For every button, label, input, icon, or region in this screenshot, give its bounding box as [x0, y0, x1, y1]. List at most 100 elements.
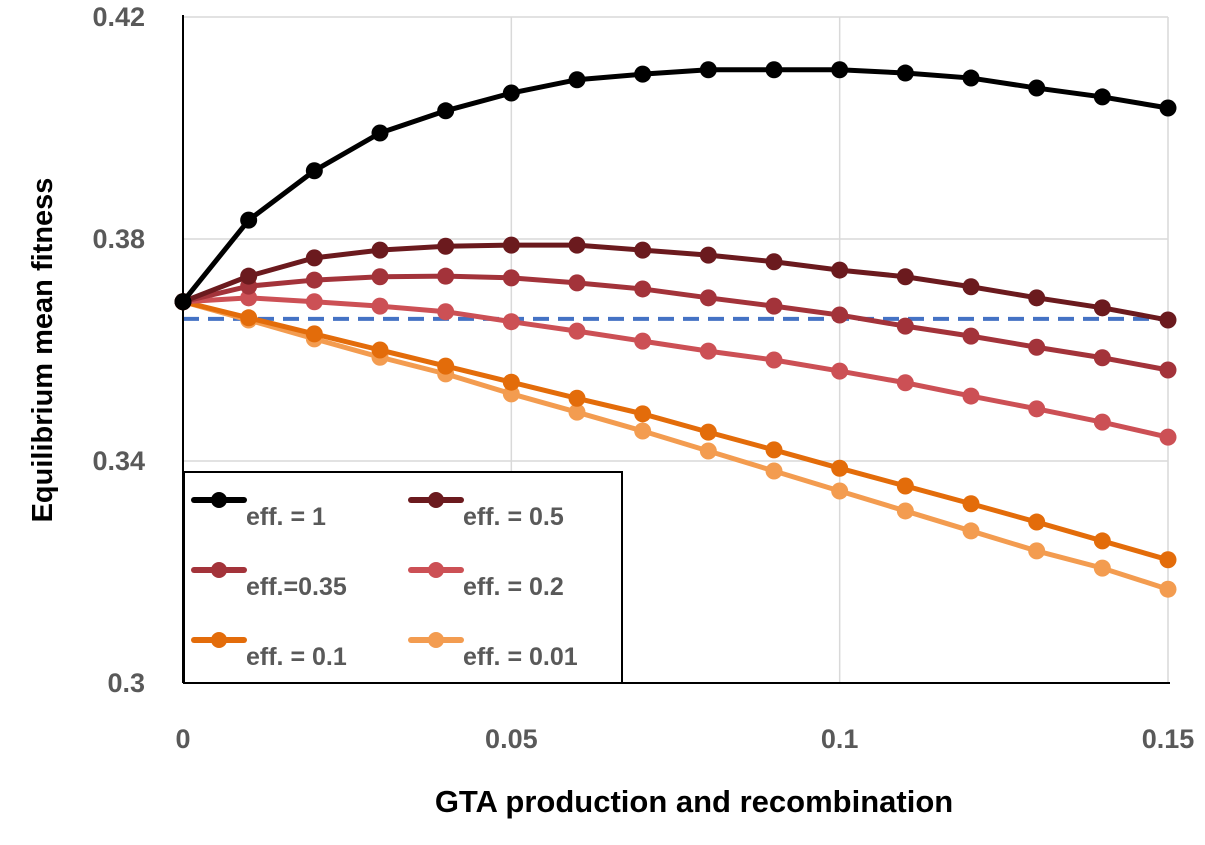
data-point	[962, 327, 980, 345]
data-point	[765, 297, 783, 315]
series-eff-0-1	[174, 293, 1177, 569]
data-point	[568, 322, 586, 340]
data-point	[1028, 289, 1046, 307]
legend-swatch-marker	[211, 632, 227, 648]
series-line	[182, 299, 1169, 592]
data-point	[765, 61, 783, 79]
data-point	[699, 342, 717, 360]
legend: eff. = 1 eff. = 0.5 eff.=0.35 eff. = 0.2 eff…	[183, 471, 623, 684]
data-point	[699, 61, 717, 79]
series-line	[182, 295, 1169, 440]
data-point	[962, 387, 980, 405]
data-point	[1159, 580, 1177, 598]
series-line	[182, 273, 1169, 373]
data-point	[699, 289, 717, 307]
data-point	[1028, 338, 1046, 356]
data-point	[831, 261, 849, 279]
data-point	[437, 267, 455, 285]
y-tick-label: 0.3	[107, 668, 145, 698]
y-tick-label: 0.34	[92, 446, 145, 476]
series-group	[174, 61, 1177, 598]
legend-label: eff. = 1	[246, 503, 326, 531]
data-point	[765, 462, 783, 480]
legend-label: eff. = 0.2	[463, 573, 564, 601]
data-point	[502, 84, 520, 102]
data-point	[437, 357, 455, 375]
data-point	[699, 442, 717, 460]
data-point	[437, 237, 455, 255]
series-eff-1	[174, 61, 1177, 311]
data-point	[305, 325, 323, 343]
data-point	[1159, 551, 1177, 569]
data-point	[634, 280, 652, 298]
data-point	[1159, 361, 1177, 379]
legend-swatch-marker	[428, 562, 444, 578]
data-point	[1093, 559, 1111, 577]
data-point	[831, 306, 849, 324]
data-point	[1093, 532, 1111, 550]
data-point	[765, 351, 783, 369]
tick-labels: 0 0.05 0.1 0.15 0.3 0.34 0.38 0.42	[92, 2, 1194, 754]
data-point	[634, 405, 652, 423]
data-point	[1093, 299, 1111, 317]
series-line	[181, 67, 1169, 304]
data-point	[634, 241, 652, 259]
x-axis-title: GTA production and recombination	[435, 784, 953, 819]
data-point	[437, 102, 455, 120]
data-point	[699, 423, 717, 441]
x-tick-label: 0	[175, 724, 190, 754]
data-point	[896, 374, 914, 392]
x-tick-label: 0.15	[1142, 724, 1195, 754]
series-line	[182, 242, 1169, 323]
data-point	[699, 246, 717, 264]
series-eff-0-35	[174, 267, 1177, 379]
legend-label: eff. = 0.1	[246, 643, 347, 671]
series-line	[182, 299, 1169, 563]
data-point	[305, 162, 323, 180]
data-point	[568, 403, 586, 421]
x-tick-label: 0.05	[485, 724, 538, 754]
data-point	[962, 69, 980, 87]
data-point	[831, 362, 849, 380]
data-point	[1093, 413, 1111, 431]
legend-swatch-marker	[211, 562, 227, 578]
data-point	[568, 71, 586, 89]
legend-swatch-marker	[428, 632, 444, 648]
data-point	[371, 341, 389, 359]
series-eff-0-2	[174, 289, 1177, 446]
legend-label: eff. = 0.01	[463, 643, 578, 671]
data-point	[502, 236, 520, 254]
data-point	[502, 385, 520, 403]
data-point	[634, 332, 652, 350]
legend-label: eff. = 0.5	[463, 503, 564, 531]
legend-label: eff.=0.35	[246, 573, 347, 601]
data-point	[371, 297, 389, 315]
data-point	[1159, 99, 1177, 117]
data-point	[1093, 349, 1111, 367]
data-point	[305, 249, 323, 267]
data-point	[371, 124, 389, 142]
x-tick-label: 0.1	[821, 724, 859, 754]
data-point	[1028, 79, 1046, 97]
data-point	[896, 268, 914, 286]
data-point	[568, 236, 586, 254]
data-point	[831, 61, 849, 79]
y-tick-label: 0.38	[92, 224, 145, 254]
data-point	[962, 278, 980, 296]
data-point	[962, 522, 980, 540]
data-point	[371, 268, 389, 286]
data-point	[634, 422, 652, 440]
data-point	[896, 317, 914, 335]
data-point	[1028, 542, 1046, 560]
data-point	[502, 373, 520, 391]
data-point	[371, 241, 389, 259]
data-point	[1159, 311, 1177, 329]
data-point	[437, 303, 455, 321]
data-point	[240, 267, 258, 285]
legend-swatch-marker	[211, 492, 227, 508]
data-point	[831, 482, 849, 500]
data-point	[305, 271, 323, 289]
data-point	[1093, 88, 1111, 106]
data-point	[240, 211, 258, 229]
